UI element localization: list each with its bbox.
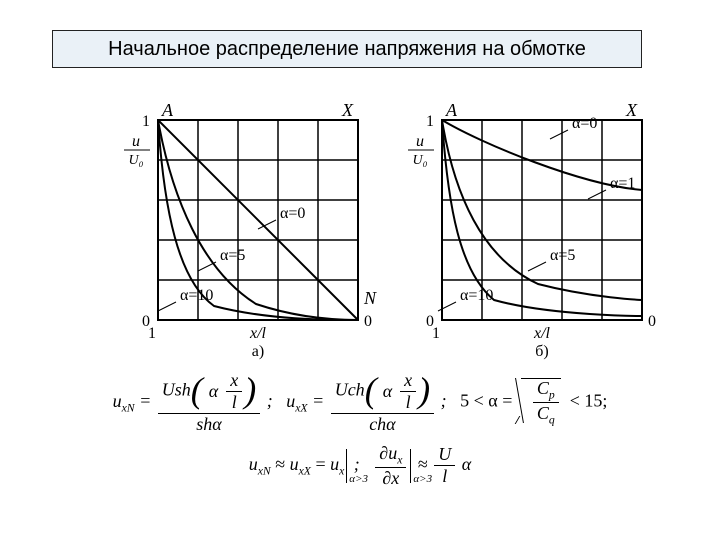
l2-uxN: uxN [249,454,271,474]
frac-uxN-num: Ush(αxl) [158,370,260,413]
charts-row: AX1uU₀0x/l0Nа)1α=0α=5α=10 AX1uU₀0x/l0б)1… [0,100,720,350]
l2-eq: = [315,454,325,474]
svg-text:N: N [363,288,377,308]
svg-text:α=10: α=10 [180,287,213,304]
svg-text:α=0: α=0 [280,205,305,222]
uxN-sym: uxN [113,391,135,411]
svg-text:0: 0 [364,313,372,330]
svg-text:X: X [341,100,354,120]
svg-text:1: 1 [432,325,440,342]
chart-right: AX1uU₀0x/l0б)1α=0α=1α=5α=10 [402,100,682,360]
frac-uxX: Uch(αxl) chα [331,370,434,435]
l2-alpha: α [462,454,471,474]
l2-approx-1: ≈ [275,454,285,474]
svg-text:0: 0 [648,313,656,330]
svg-text:A: A [161,100,174,120]
equations-block: uxN = Ush(αxl) shα ; uxX = Uch(αxl) chα … [0,366,720,493]
svg-text:X: X [625,100,638,120]
svg-text:б): б) [535,343,548,360]
l2-partial: ∂ux ∂x [375,443,406,489]
sqrt-cpcq: Cp Cq [517,378,561,426]
chart-left: AX1uU₀0x/l0Nа)1α=0α=5α=10 [118,100,398,360]
page-title: Начальное распределение напряжения на об… [108,38,586,61]
svg-text:α=10: α=10 [460,287,493,304]
frac-uxN-den: shα [158,413,260,435]
svg-text:1: 1 [148,325,156,342]
svg-text:α=5: α=5 [550,247,575,264]
sep-1: ; [267,391,282,411]
svg-text:а): а) [252,343,264,360]
svg-text:U₀: U₀ [413,153,428,168]
svg-text:α=1: α=1 [610,175,635,192]
sep-l2-1: ; [354,454,369,474]
l2-evalbar-2: α>3 [410,449,411,483]
svg-text:x/l: x/l [533,325,551,342]
frac-uxX-den: chα [331,413,434,435]
svg-text:x/l: x/l [249,325,267,342]
l2-evalbar-1: α>3 [346,449,347,483]
frac-uxX-num: Uch(αxl) [331,370,434,413]
equation-line-1: uxN = Ush(αxl) shα ; uxX = Uch(αxl) chα … [113,370,608,435]
uxX-sym: uxX [286,391,307,411]
ineq-left: 5 < α = [460,391,512,411]
l2-ux: ux [330,454,344,474]
svg-text:α=5: α=5 [220,247,245,264]
title-box: Начальное распределение напряжения на об… [52,30,642,68]
svg-text:A: A [445,100,458,120]
svg-text:U₀: U₀ [129,153,144,168]
svg-text:1: 1 [426,113,434,130]
svg-text:1: 1 [142,113,150,130]
frac-uxN: Ush(αxl) shα [158,370,260,435]
eq-sign: = [139,391,156,411]
l2-approx-2: ≈ [418,454,428,474]
svg-text:α=0: α=0 [572,115,597,132]
svg-text:u: u [416,133,424,150]
l2-uxX: uxX [290,454,316,474]
l2-Ul: U l [434,444,455,487]
sep-2: ; [441,391,456,411]
ineq-right: < 15; [565,391,607,411]
equation-line-2: uxN ≈ uxX = uxα>3 ; ∂ux ∂x α>3 ≈ U l α [249,443,471,489]
eq-sign-2: = [312,391,329,411]
svg-text:u: u [132,133,140,150]
